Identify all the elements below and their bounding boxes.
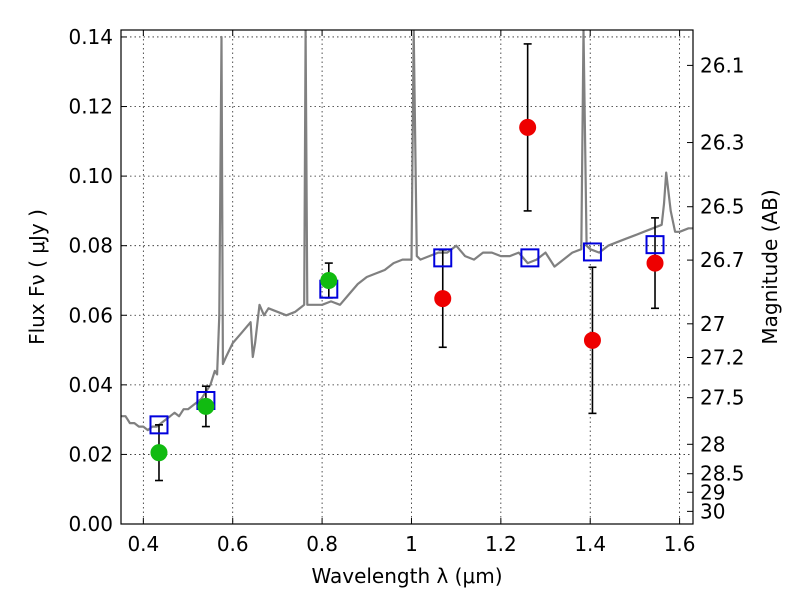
detection-point — [434, 290, 452, 308]
y-tick-label: 0.06 — [68, 303, 113, 327]
y-tick-label: 0.10 — [68, 164, 113, 188]
y-tick-label: 0.12 — [68, 95, 113, 119]
detection-point — [583, 331, 601, 349]
detection-point — [320, 271, 338, 289]
y-tick-label: 0.00 — [68, 512, 113, 536]
magnitude-tick-label: 27.5 — [700, 386, 745, 410]
magnitude-tick-label: 26.5 — [700, 195, 745, 219]
magnitude-tick-label: 28 — [700, 432, 725, 456]
model-flux-square — [645, 235, 665, 255]
model-flux-square — [149, 415, 169, 435]
x-tick-label: 0.4 — [127, 532, 159, 556]
x-tick-label: 1.2 — [485, 532, 517, 556]
detection-point-layer — [150, 118, 664, 462]
spectrum-layer — [121, 30, 693, 432]
detection-point — [646, 254, 664, 272]
x-tick-label: 1.4 — [574, 532, 606, 556]
detection-point — [197, 397, 215, 415]
y-tick-label: 0.08 — [68, 234, 113, 258]
y-axis-title: Flux Fν ( μJy ) — [25, 209, 49, 345]
magnitude-tick-label: 26.1 — [700, 53, 745, 77]
x-tick-labels: 0.4 0.6 0.8 1 1.2 1.4 1.6 — [127, 532, 695, 556]
y-tick-label: 0.02 — [68, 442, 113, 466]
y-tick-labels: 0.00 0.02 0.04 0.06 0.08 0.10 0.12 0.14 — [68, 25, 113, 536]
x-tick-label: 0.6 — [217, 532, 249, 556]
x-axis-title: Wavelength λ (μm) — [311, 564, 502, 588]
magnitude-tick-label: 27 — [700, 312, 725, 336]
detection-point — [150, 444, 168, 462]
grid-lines — [121, 30, 693, 525]
magnitude-tick-label: 28.5 — [700, 462, 745, 486]
magnitude-tick-label: 26.7 — [700, 248, 745, 272]
model-flux-square — [520, 248, 540, 268]
model-flux-square — [433, 248, 453, 268]
detection-point — [519, 118, 537, 136]
spectrum-line — [121, 30, 693, 432]
magnitude-tick-label: 30 — [700, 499, 725, 523]
x-tick-label: 1 — [405, 532, 418, 556]
y-tick-label: 0.14 — [68, 25, 113, 49]
y-tick-label: 0.04 — [68, 373, 113, 397]
magnitude-tick-label: 27.2 — [700, 345, 745, 369]
tick-marks — [121, 30, 693, 525]
x-tick-label: 0.8 — [306, 532, 338, 556]
model-flux-square — [582, 242, 602, 262]
plot-frame — [120, 29, 694, 525]
magnitude-axis-title: Magnitude (AB) — [758, 189, 782, 344]
x-tick-label: 1.6 — [664, 532, 696, 556]
magnitude-tick-label: 29 — [700, 480, 725, 504]
magnitude-tick-label: 26.3 — [700, 131, 745, 155]
